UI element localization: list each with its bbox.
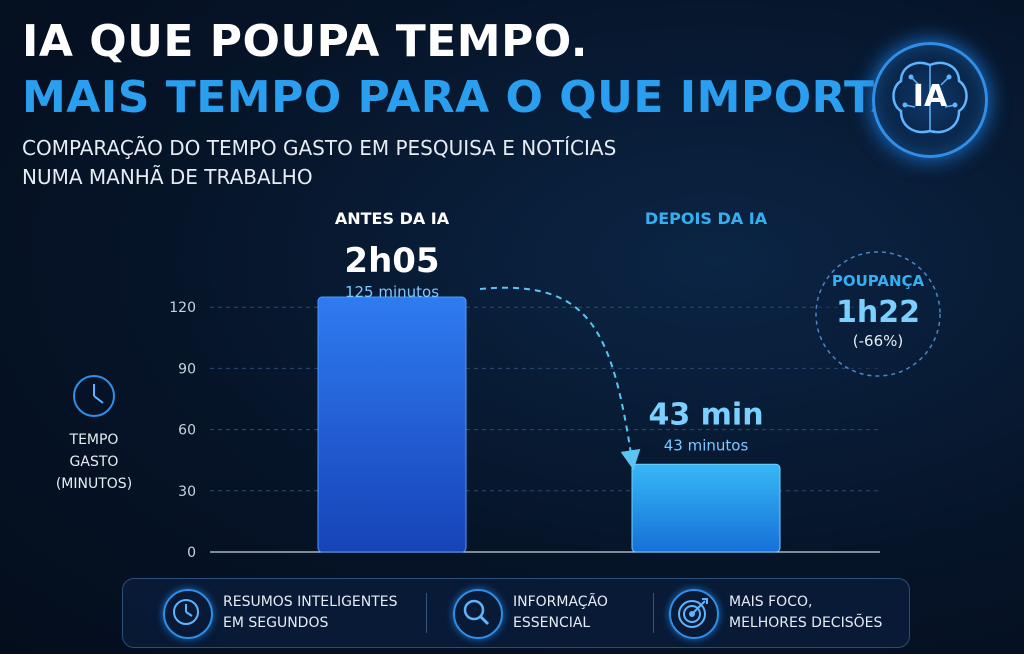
bar-antes-da-ia — [317, 296, 467, 553]
bar-depois-da-ia — [631, 463, 781, 553]
savings-circle — [815, 251, 941, 377]
time-comparison-chart: 0 30 60 90 120 TEMPO GASTO (MINUTOS) ANTES D… — [56, 209, 941, 561]
reduction-arrow — [479, 286, 641, 471]
feature-subtitle: EM SEGUNDOS — [223, 615, 329, 631]
feature-title: MAIS FOCO, — [729, 594, 813, 610]
feature-subtitle: MELHORES DECISÕES — [729, 615, 883, 631]
y-tick-label: 0 — [187, 545, 196, 561]
clock-icon — [73, 375, 115, 417]
value-sublabel-depois: 43 minutos — [664, 436, 749, 454]
brain-icon — [892, 61, 968, 134]
y-axis-label-line-1: TEMPO — [69, 432, 119, 448]
category-label-depois: DEPOIS DA IA — [645, 209, 768, 228]
value-label-depois: 43 min — [648, 397, 763, 432]
feature-item-informacao: INFORMAÇÃO ESSENCIAL — [453, 579, 653, 647]
badge-label: IA — [912, 79, 948, 114]
subtitle-line-2: NUMA MANHÃ DE TRABALHO — [22, 165, 313, 189]
y-tick-label: 60 — [178, 423, 196, 439]
savings-value: 1h22 — [836, 295, 920, 330]
subtitle-line-1: COMPARAÇÃO DO TEMPO GASTO EM PESQUISA E … — [22, 136, 617, 160]
page-title: IA QUE POUPA TEMPO. — [22, 16, 588, 67]
divider — [653, 593, 654, 633]
feature-title: INFORMAÇÃO — [513, 594, 608, 610]
clock-hand-hour — [93, 395, 104, 404]
ai-brain-badge: IA — [872, 42, 988, 158]
value-sublabel-antes: 125 minutos — [345, 283, 439, 301]
clock-icon — [163, 589, 213, 639]
y-tick-label: 30 — [178, 484, 196, 500]
category-label-antes: ANTES DA IA — [335, 209, 450, 228]
feature-item-resumos: RESUMOS INTELIGENTES EM SEGUNDOS — [163, 579, 423, 647]
y-axis-label-line-2: GASTO — [70, 454, 119, 470]
page-title-highlight: MAIS TEMPO PARA O QUE IMPORTA. — [22, 72, 924, 123]
feature-item-foco: MAIS FOCO, MELHORES DECISÕES — [669, 579, 899, 647]
y-tick-label: 90 — [178, 361, 196, 377]
magnifier-icon — [453, 589, 503, 639]
features-panel: RESUMOS INTELIGENTES EM SEGUNDOS INFORMA… — [122, 578, 910, 648]
savings-label: POUPANÇA — [832, 272, 925, 290]
divider — [426, 593, 427, 633]
feature-title: RESUMOS INTELIGENTES — [223, 594, 398, 610]
value-label-antes: 2h05 — [344, 241, 439, 281]
y-axis-title: TEMPO GASTO (MINUTOS) — [56, 375, 132, 492]
target-icon — [669, 589, 719, 639]
feature-subtitle: ESSENCIAL — [513, 615, 591, 631]
y-tick-label: 120 — [169, 300, 196, 316]
savings-callout: POUPANÇA 1h22 (-66%) — [815, 251, 941, 377]
y-axis-label-line-3: (MINUTOS) — [56, 476, 132, 492]
savings-percent: (-66%) — [853, 332, 903, 350]
